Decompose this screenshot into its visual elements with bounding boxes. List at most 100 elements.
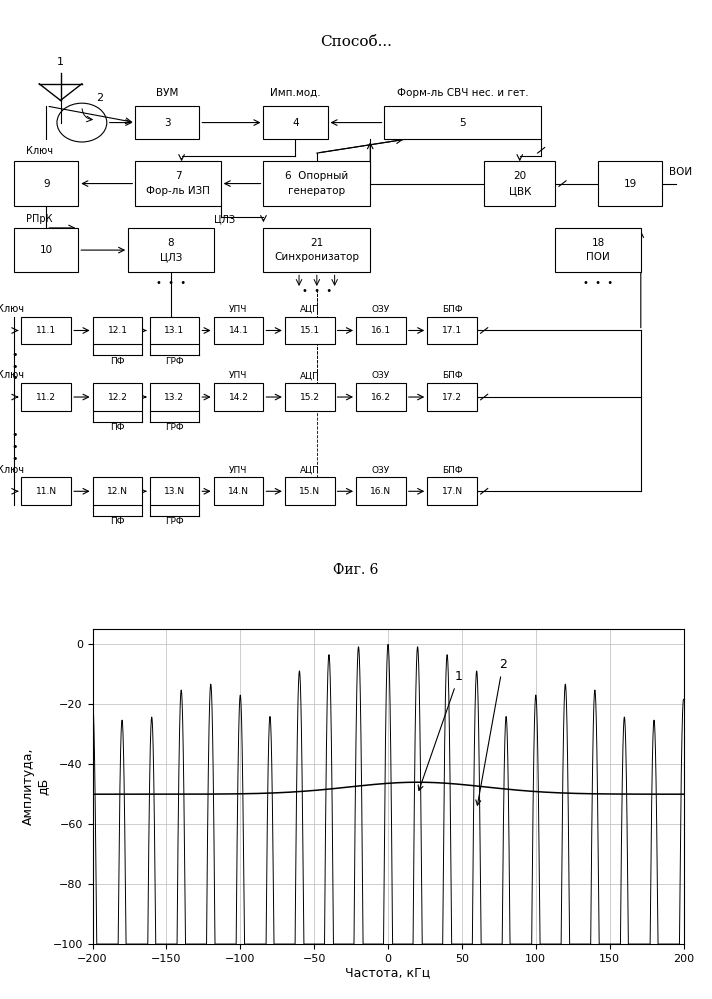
Text: Синхронизатор: Синхронизатор — [274, 253, 360, 263]
FancyBboxPatch shape — [356, 317, 406, 345]
Text: ПФ: ПФ — [110, 357, 125, 366]
FancyBboxPatch shape — [21, 384, 71, 411]
Text: 3: 3 — [164, 118, 171, 128]
Text: генератор: генератор — [288, 186, 345, 196]
Text: ЦЛЗ: ЦЛЗ — [214, 214, 235, 224]
Text: АЦП: АЦП — [300, 372, 320, 381]
Text: ПФ: ПФ — [110, 517, 125, 526]
Text: 11.1: 11.1 — [36, 326, 56, 335]
Text: 15.2: 15.2 — [300, 393, 320, 402]
FancyBboxPatch shape — [427, 384, 477, 411]
Text: 9: 9 — [43, 179, 50, 189]
Text: Ключ: Ключ — [26, 146, 53, 156]
FancyBboxPatch shape — [285, 317, 335, 345]
FancyBboxPatch shape — [150, 317, 199, 345]
Text: 17.1: 17.1 — [442, 326, 462, 335]
Text: 11.2: 11.2 — [36, 393, 56, 402]
Text: ГРФ: ГРФ — [165, 357, 184, 366]
Text: 2: 2 — [96, 93, 103, 103]
FancyBboxPatch shape — [214, 478, 263, 505]
Text: •
•
•: • • • — [11, 350, 18, 384]
Text: Способ...: Способ... — [320, 35, 392, 49]
Text: Имп.мод.: Имп.мод. — [270, 88, 321, 98]
Text: ОЗУ: ОЗУ — [372, 466, 390, 475]
Text: •  •  •: • • • — [156, 278, 186, 288]
Text: 1: 1 — [418, 670, 462, 790]
Text: 17.2: 17.2 — [442, 393, 462, 402]
Text: Фор-ль ИЗП: Фор-ль ИЗП — [146, 186, 210, 196]
Text: 12.2: 12.2 — [108, 393, 127, 402]
Text: 16.2: 16.2 — [371, 393, 391, 402]
Text: ЦВК: ЦВК — [508, 186, 531, 196]
FancyBboxPatch shape — [214, 384, 263, 411]
FancyBboxPatch shape — [598, 162, 662, 206]
Text: 12.N: 12.N — [107, 487, 128, 496]
FancyBboxPatch shape — [263, 106, 328, 139]
FancyBboxPatch shape — [150, 384, 199, 411]
FancyBboxPatch shape — [263, 228, 370, 273]
Text: ОЗУ: ОЗУ — [372, 305, 390, 314]
FancyBboxPatch shape — [484, 162, 555, 206]
Text: БПФ: БПФ — [442, 305, 462, 314]
X-axis label: Частота, кГц: Частота, кГц — [345, 967, 431, 980]
FancyBboxPatch shape — [285, 384, 335, 411]
Text: 14.1: 14.1 — [229, 326, 248, 335]
FancyBboxPatch shape — [427, 317, 477, 345]
Y-axis label: Амплитуда,
дБ: Амплитуда, дБ — [21, 748, 50, 825]
FancyBboxPatch shape — [135, 162, 221, 206]
Text: 12.1: 12.1 — [108, 326, 127, 335]
Text: 10: 10 — [40, 245, 53, 255]
FancyBboxPatch shape — [427, 478, 477, 505]
Text: 14.2: 14.2 — [229, 393, 248, 402]
Text: 1: 1 — [57, 57, 64, 67]
FancyBboxPatch shape — [356, 384, 406, 411]
Text: ЦЛЗ: ЦЛЗ — [159, 253, 182, 263]
Text: ВУМ: ВУМ — [156, 88, 179, 98]
Text: ПФ: ПФ — [110, 424, 125, 433]
Text: ВОИ: ВОИ — [669, 168, 692, 178]
Text: 21: 21 — [310, 238, 323, 248]
Text: 20: 20 — [513, 171, 526, 181]
FancyBboxPatch shape — [384, 106, 541, 139]
FancyBboxPatch shape — [150, 478, 199, 505]
Text: АЦП: АЦП — [300, 466, 320, 475]
Text: 8: 8 — [167, 238, 174, 248]
Text: ОЗУ: ОЗУ — [372, 372, 390, 381]
Text: БПФ: БПФ — [442, 372, 462, 381]
Text: 6  Опорный: 6 Опорный — [286, 171, 348, 181]
Text: 13.2: 13.2 — [164, 393, 184, 402]
Text: Ключ: Ключ — [0, 465, 24, 475]
Text: 13.1: 13.1 — [164, 326, 184, 335]
Text: АЦП: АЦП — [300, 305, 320, 314]
FancyBboxPatch shape — [214, 317, 263, 345]
Text: 11.N: 11.N — [36, 487, 57, 496]
FancyBboxPatch shape — [21, 478, 71, 505]
Text: •  •  •: • • • — [583, 278, 613, 288]
Text: •
•
•: • • • — [11, 431, 18, 464]
Text: 7: 7 — [174, 171, 182, 181]
FancyBboxPatch shape — [14, 162, 78, 206]
FancyBboxPatch shape — [128, 228, 214, 273]
Text: БПФ: БПФ — [442, 466, 462, 475]
Text: 13.N: 13.N — [164, 487, 185, 496]
Text: 18: 18 — [592, 238, 604, 248]
Text: 17.N: 17.N — [441, 487, 463, 496]
FancyBboxPatch shape — [93, 317, 142, 345]
Text: 2: 2 — [476, 658, 507, 805]
Text: УПЧ: УПЧ — [229, 372, 248, 381]
Text: УПЧ: УПЧ — [229, 466, 248, 475]
Text: 16.N: 16.N — [370, 487, 392, 496]
Text: Ключ: Ключ — [0, 304, 24, 314]
Text: Форм-ль СВЧ нес. и гет.: Форм-ль СВЧ нес. и гет. — [397, 88, 528, 98]
Text: •  •  •: • • • — [302, 286, 332, 296]
FancyBboxPatch shape — [14, 228, 78, 273]
Text: Фиг. 6: Фиг. 6 — [333, 563, 379, 577]
FancyBboxPatch shape — [285, 478, 335, 505]
FancyBboxPatch shape — [135, 106, 199, 139]
Text: ГРФ: ГРФ — [165, 517, 184, 526]
Text: 15.N: 15.N — [299, 487, 320, 496]
Text: 5: 5 — [459, 118, 466, 128]
Text: 15.1: 15.1 — [300, 326, 320, 335]
FancyBboxPatch shape — [93, 478, 142, 505]
Text: ГРФ: ГРФ — [165, 424, 184, 433]
